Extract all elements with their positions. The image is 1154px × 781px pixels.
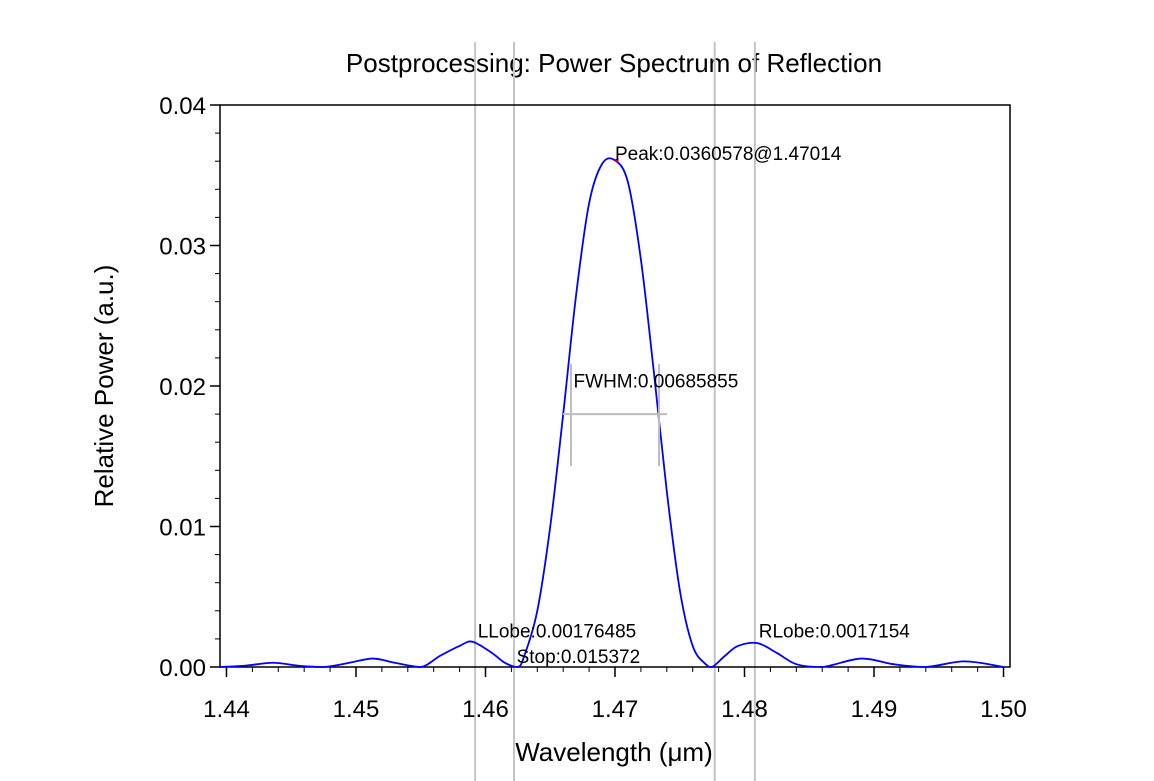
data-point <box>795 663 798 665</box>
data-point <box>1002 666 1005 668</box>
peak-marker <box>615 158 619 163</box>
data-point <box>394 661 396 664</box>
data-point <box>691 645 694 647</box>
data-point <box>458 645 461 647</box>
left-lobe-annotation: LLobe:0.00176485 <box>478 621 637 642</box>
stop-annotation: Stop:0.015372 <box>517 647 641 668</box>
data-point <box>348 661 351 664</box>
peak-annotation: Peak:0.0360578@1.47014 <box>615 144 842 165</box>
x-tick-label: 1.48 <box>721 696 768 723</box>
data-point <box>640 258 642 261</box>
data-point <box>756 642 759 644</box>
series-line-1 <box>219 157 1004 668</box>
data-point <box>653 371 655 373</box>
data-point <box>860 657 862 660</box>
data-point <box>219 666 221 668</box>
data-point <box>892 663 895 665</box>
x-axis-label: Wavelength (μm) <box>515 737 713 767</box>
data-point <box>601 163 603 165</box>
data-point <box>491 652 493 654</box>
data-point <box>711 666 713 668</box>
y-tick-label: 0.01 <box>159 515 206 542</box>
fwhm-annotation: FWHM:0.00685855 <box>574 371 739 392</box>
data-point <box>821 666 824 668</box>
chart-title: Postprocessing: Power Spectrum of Reflec… <box>346 48 882 78</box>
x-tick-label: 1.50 <box>980 696 1027 723</box>
data-point <box>925 666 927 668</box>
data-point <box>471 640 474 643</box>
data-point <box>439 654 441 657</box>
x-tick-label: 1.47 <box>592 696 639 723</box>
data-point <box>724 654 726 657</box>
y-tick-label: 0.02 <box>159 374 206 401</box>
data-point <box>372 657 374 660</box>
data-point <box>627 181 629 184</box>
data-point <box>517 666 519 668</box>
data-point <box>419 666 422 668</box>
x-tick-label: 1.46 <box>462 696 509 723</box>
data-point <box>245 664 247 667</box>
data-point <box>296 664 299 667</box>
data-point <box>504 661 506 664</box>
data-point <box>536 610 539 612</box>
data-point <box>963 660 966 663</box>
data-point <box>666 490 668 493</box>
data-point <box>678 588 681 591</box>
data-point <box>523 654 526 657</box>
x-tick-label: 1.49 <box>851 696 898 723</box>
y-tick-label: 0.03 <box>159 234 206 261</box>
data-point <box>704 663 707 665</box>
x-tick-label: 1.44 <box>203 696 250 723</box>
data-point <box>588 202 590 205</box>
x-tick-label: 1.45 <box>333 696 380 723</box>
data-point <box>272 661 274 664</box>
data-point <box>549 525 552 528</box>
data-point <box>575 293 577 296</box>
right-lobe-annotation: RLobe:0.0017154 <box>759 621 911 642</box>
y-tick-label: 0.00 <box>159 655 206 682</box>
data-point <box>737 645 739 647</box>
data-point <box>776 652 778 654</box>
y-axis-label: Relative Power (a.u.) <box>89 265 119 508</box>
data-point <box>322 666 325 668</box>
y-tick-label: 0.04 <box>159 93 206 120</box>
